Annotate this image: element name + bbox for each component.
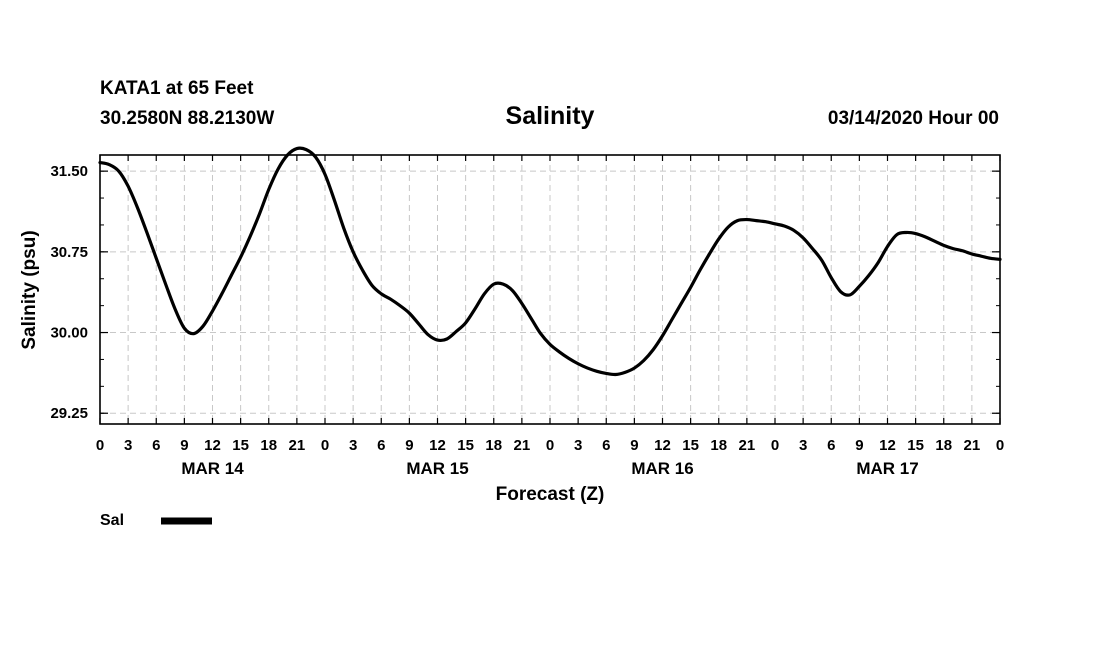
station-coords: 30.2580N 88.2130W [100,108,274,129]
forecast-timestamp: 03/14/2020 Hour 00 [828,108,999,129]
x-tick-label: 0 [321,437,329,454]
y-axis-title: Salinity (psu) [19,230,40,349]
x-tick-label: 3 [574,437,582,454]
x-tick-label: 6 [602,437,610,454]
x-tick-label: 9 [855,437,863,454]
x-tick-label: 12 [879,437,896,454]
x-tick-label: 0 [996,437,1004,454]
y-tick-labels: 29.25 30.00 30.75 31.50 [50,163,88,422]
x-tick-label: 3 [799,437,807,454]
grid-lines [100,155,1000,424]
chart-title: Salinity [506,102,595,130]
series-line-sal [98,146,1002,377]
x-tick-label: 15 [232,437,249,454]
station-title: KATA1 at 65 Feet [100,78,254,99]
x-tick-label: 0 [96,437,104,454]
x-tick-label: 21 [964,437,981,454]
x-tick-label: 0 [546,437,554,454]
x-tick-labels: 0 3 6 9 12 15 18 21 0 3 6 9 12 15 18 21 0 3 6 9 12 15 18 21 0 3 6 9… [96,437,1004,454]
x-tick-label: 15 [457,437,474,454]
x-tick-label: 18 [710,437,727,454]
x-tick-label: 18 [935,437,952,454]
day-label: MAR 14 [181,459,244,478]
day-label: MAR 17 [856,459,918,478]
x-tick-label: 18 [485,437,502,454]
x-tick-label: 12 [429,437,446,454]
y-tick-label: 29.25 [50,405,88,422]
x-tick-label: 0 [771,437,779,454]
x-tick-label: 3 [349,437,357,454]
x-tick-label: 12 [654,437,671,454]
axis-ticks [99,155,1001,424]
x-tick-label: 9 [405,437,413,454]
x-axis-title: Forecast (Z) [496,484,605,505]
x-tick-label: 6 [377,437,385,454]
x-tick-label: 21 [514,437,531,454]
x-tick-label: 15 [682,437,699,454]
day-label: MAR 16 [631,459,693,478]
x-tick-label: 21 [739,437,756,454]
day-labels: MAR 14 MAR 15 MAR 16 MAR 17 [181,459,918,478]
x-tick-label: 9 [630,437,638,454]
x-tick-label: 21 [289,437,306,454]
legend-label: Sal [100,512,124,529]
x-tick-label: 6 [152,437,160,454]
y-tick-label: 30.75 [50,244,88,261]
x-tick-label: 12 [204,437,221,454]
x-tick-label: 6 [827,437,835,454]
day-label: MAR 15 [406,459,468,478]
series-layer [98,146,1002,377]
y-tick-label: 31.50 [50,163,88,180]
y-tick-label: 30.00 [50,325,88,342]
x-tick-label: 3 [124,437,132,454]
x-tick-label: 9 [180,437,188,454]
x-tick-label: 18 [260,437,277,454]
x-tick-label: 15 [907,437,924,454]
